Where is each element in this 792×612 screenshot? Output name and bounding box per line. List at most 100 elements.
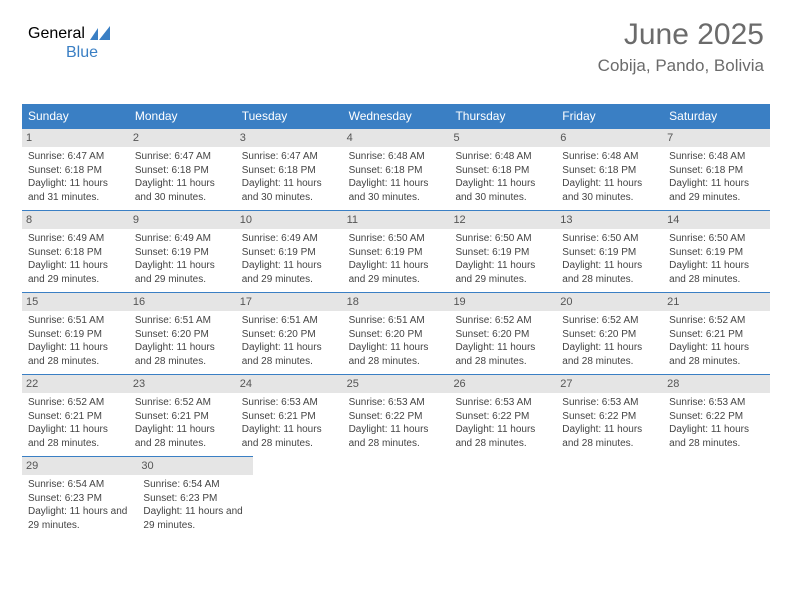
day-header-row: Sunday Monday Tuesday Wednesday Thursday…	[22, 104, 770, 128]
day-cell: 20Sunrise: 6:52 AMSunset: 6:20 PMDayligh…	[556, 292, 663, 374]
daylight-text: Daylight: 11 hours and 29 minutes.	[455, 259, 550, 286]
sunset-text: Sunset: 6:20 PM	[562, 328, 657, 342]
week-row: 29Sunrise: 6:54 AMSunset: 6:23 PMDayligh…	[22, 456, 770, 538]
day-cell: 11Sunrise: 6:50 AMSunset: 6:19 PMDayligh…	[343, 210, 450, 292]
day-number: 13	[556, 210, 663, 229]
sunrise-text: Sunrise: 6:49 AM	[28, 232, 123, 246]
day-cell: 22Sunrise: 6:52 AMSunset: 6:21 PMDayligh…	[22, 374, 129, 456]
day-number: 14	[663, 210, 770, 229]
daylight-text: Daylight: 11 hours and 28 minutes.	[242, 341, 337, 368]
week-row: 1Sunrise: 6:47 AMSunset: 6:18 PMDaylight…	[22, 128, 770, 210]
day-cell: 17Sunrise: 6:51 AMSunset: 6:20 PMDayligh…	[236, 292, 343, 374]
day-cell: 1Sunrise: 6:47 AMSunset: 6:18 PMDaylight…	[22, 128, 129, 210]
sunrise-text: Sunrise: 6:47 AM	[28, 150, 123, 164]
daylight-text: Daylight: 11 hours and 28 minutes.	[562, 259, 657, 286]
sunrise-text: Sunrise: 6:53 AM	[455, 396, 550, 410]
sunset-text: Sunset: 6:18 PM	[455, 164, 550, 178]
daylight-text: Daylight: 11 hours and 28 minutes.	[135, 341, 230, 368]
day-cell: 25Sunrise: 6:53 AMSunset: 6:22 PMDayligh…	[343, 374, 450, 456]
sunset-text: Sunset: 6:18 PM	[242, 164, 337, 178]
day-number: 15	[22, 292, 129, 311]
sunset-text: Sunset: 6:18 PM	[669, 164, 764, 178]
day-header: Thursday	[449, 104, 556, 128]
day-number: 4	[343, 128, 450, 147]
sunrise-text: Sunrise: 6:49 AM	[135, 232, 230, 246]
sunrise-text: Sunrise: 6:52 AM	[669, 314, 764, 328]
day-number: 7	[663, 128, 770, 147]
brand-logo: General Blue	[28, 24, 112, 43]
sunrise-text: Sunrise: 6:49 AM	[242, 232, 337, 246]
day-cell: 30Sunrise: 6:54 AMSunset: 6:23 PMDayligh…	[137, 456, 252, 538]
sunrise-text: Sunrise: 6:51 AM	[242, 314, 337, 328]
calendar-grid: Sunday Monday Tuesday Wednesday Thursday…	[22, 104, 770, 538]
sunset-text: Sunset: 6:18 PM	[135, 164, 230, 178]
week-row: 22Sunrise: 6:52 AMSunset: 6:21 PMDayligh…	[22, 374, 770, 456]
sunset-text: Sunset: 6:18 PM	[562, 164, 657, 178]
sunset-text: Sunset: 6:18 PM	[28, 246, 123, 260]
daylight-text: Daylight: 11 hours and 29 minutes.	[349, 259, 444, 286]
daylight-text: Daylight: 11 hours and 29 minutes.	[242, 259, 337, 286]
daylight-text: Daylight: 11 hours and 28 minutes.	[349, 423, 444, 450]
sunrise-text: Sunrise: 6:48 AM	[455, 150, 550, 164]
day-number: 19	[449, 292, 556, 311]
day-cell: 28Sunrise: 6:53 AMSunset: 6:22 PMDayligh…	[663, 374, 770, 456]
daylight-text: Daylight: 11 hours and 28 minutes.	[28, 341, 123, 368]
empty-cell	[253, 456, 356, 538]
day-number: 12	[449, 210, 556, 229]
daylight-text: Daylight: 11 hours and 31 minutes.	[28, 177, 123, 204]
daylight-text: Daylight: 11 hours and 29 minutes.	[28, 259, 123, 286]
sunset-text: Sunset: 6:18 PM	[349, 164, 444, 178]
day-header: Monday	[129, 104, 236, 128]
week-row: 15Sunrise: 6:51 AMSunset: 6:19 PMDayligh…	[22, 292, 770, 374]
day-cell: 9Sunrise: 6:49 AMSunset: 6:19 PMDaylight…	[129, 210, 236, 292]
sunset-text: Sunset: 6:22 PM	[455, 410, 550, 424]
day-number: 1	[22, 128, 129, 147]
sunset-text: Sunset: 6:20 PM	[455, 328, 550, 342]
sunset-text: Sunset: 6:19 PM	[349, 246, 444, 260]
daylight-text: Daylight: 11 hours and 29 minutes.	[143, 505, 246, 532]
day-cell: 3Sunrise: 6:47 AMSunset: 6:18 PMDaylight…	[236, 128, 343, 210]
sunrise-text: Sunrise: 6:48 AM	[562, 150, 657, 164]
empty-cell	[460, 456, 563, 538]
day-number: 20	[556, 292, 663, 311]
sunrise-text: Sunrise: 6:47 AM	[135, 150, 230, 164]
day-cell: 21Sunrise: 6:52 AMSunset: 6:21 PMDayligh…	[663, 292, 770, 374]
daylight-text: Daylight: 11 hours and 30 minutes.	[562, 177, 657, 204]
sunset-text: Sunset: 6:21 PM	[135, 410, 230, 424]
sunrise-text: Sunrise: 6:53 AM	[242, 396, 337, 410]
sunrise-text: Sunrise: 6:54 AM	[143, 478, 246, 492]
daylight-text: Daylight: 11 hours and 28 minutes.	[242, 423, 337, 450]
daylight-text: Daylight: 11 hours and 28 minutes.	[669, 423, 764, 450]
day-cell: 24Sunrise: 6:53 AMSunset: 6:21 PMDayligh…	[236, 374, 343, 456]
day-number: 18	[343, 292, 450, 311]
sunset-text: Sunset: 6:19 PM	[562, 246, 657, 260]
day-number: 3	[236, 128, 343, 147]
daylight-text: Daylight: 11 hours and 28 minutes.	[349, 341, 444, 368]
daylight-text: Daylight: 11 hours and 30 minutes.	[349, 177, 444, 204]
daylight-text: Daylight: 11 hours and 29 minutes.	[28, 505, 131, 532]
day-cell: 18Sunrise: 6:51 AMSunset: 6:20 PMDayligh…	[343, 292, 450, 374]
weeks-container: 1Sunrise: 6:47 AMSunset: 6:18 PMDaylight…	[22, 128, 770, 538]
day-cell: 23Sunrise: 6:52 AMSunset: 6:21 PMDayligh…	[129, 374, 236, 456]
month-title: June 2025	[598, 18, 764, 52]
day-cell: 13Sunrise: 6:50 AMSunset: 6:19 PMDayligh…	[556, 210, 663, 292]
daylight-text: Daylight: 11 hours and 28 minutes.	[669, 259, 764, 286]
sunset-text: Sunset: 6:20 PM	[242, 328, 337, 342]
sunrise-text: Sunrise: 6:48 AM	[349, 150, 444, 164]
day-number: 25	[343, 374, 450, 393]
day-cell: 4 Sunrise: 6:48 AMSunset: 6:18 PMDaylight…	[343, 128, 450, 210]
day-number: 2	[129, 128, 236, 147]
brand-blue: Blue	[66, 44, 98, 61]
day-header: Friday	[556, 104, 663, 128]
daylight-text: Daylight: 11 hours and 28 minutes.	[455, 423, 550, 450]
sunset-text: Sunset: 6:19 PM	[28, 328, 123, 342]
sunset-text: Sunset: 6:22 PM	[562, 410, 657, 424]
sunrise-text: Sunrise: 6:51 AM	[349, 314, 444, 328]
day-cell: 8Sunrise: 6:49 AMSunset: 6:18 PMDaylight…	[22, 210, 129, 292]
daylight-text: Daylight: 11 hours and 28 minutes.	[455, 341, 550, 368]
sunset-text: Sunset: 6:21 PM	[242, 410, 337, 424]
sunrise-text: Sunrise: 6:50 AM	[669, 232, 764, 246]
day-cell: 7Sunrise: 6:48 AMSunset: 6:18 PMDaylight…	[663, 128, 770, 210]
daylight-text: Daylight: 11 hours and 28 minutes.	[28, 423, 123, 450]
empty-cell	[563, 456, 666, 538]
